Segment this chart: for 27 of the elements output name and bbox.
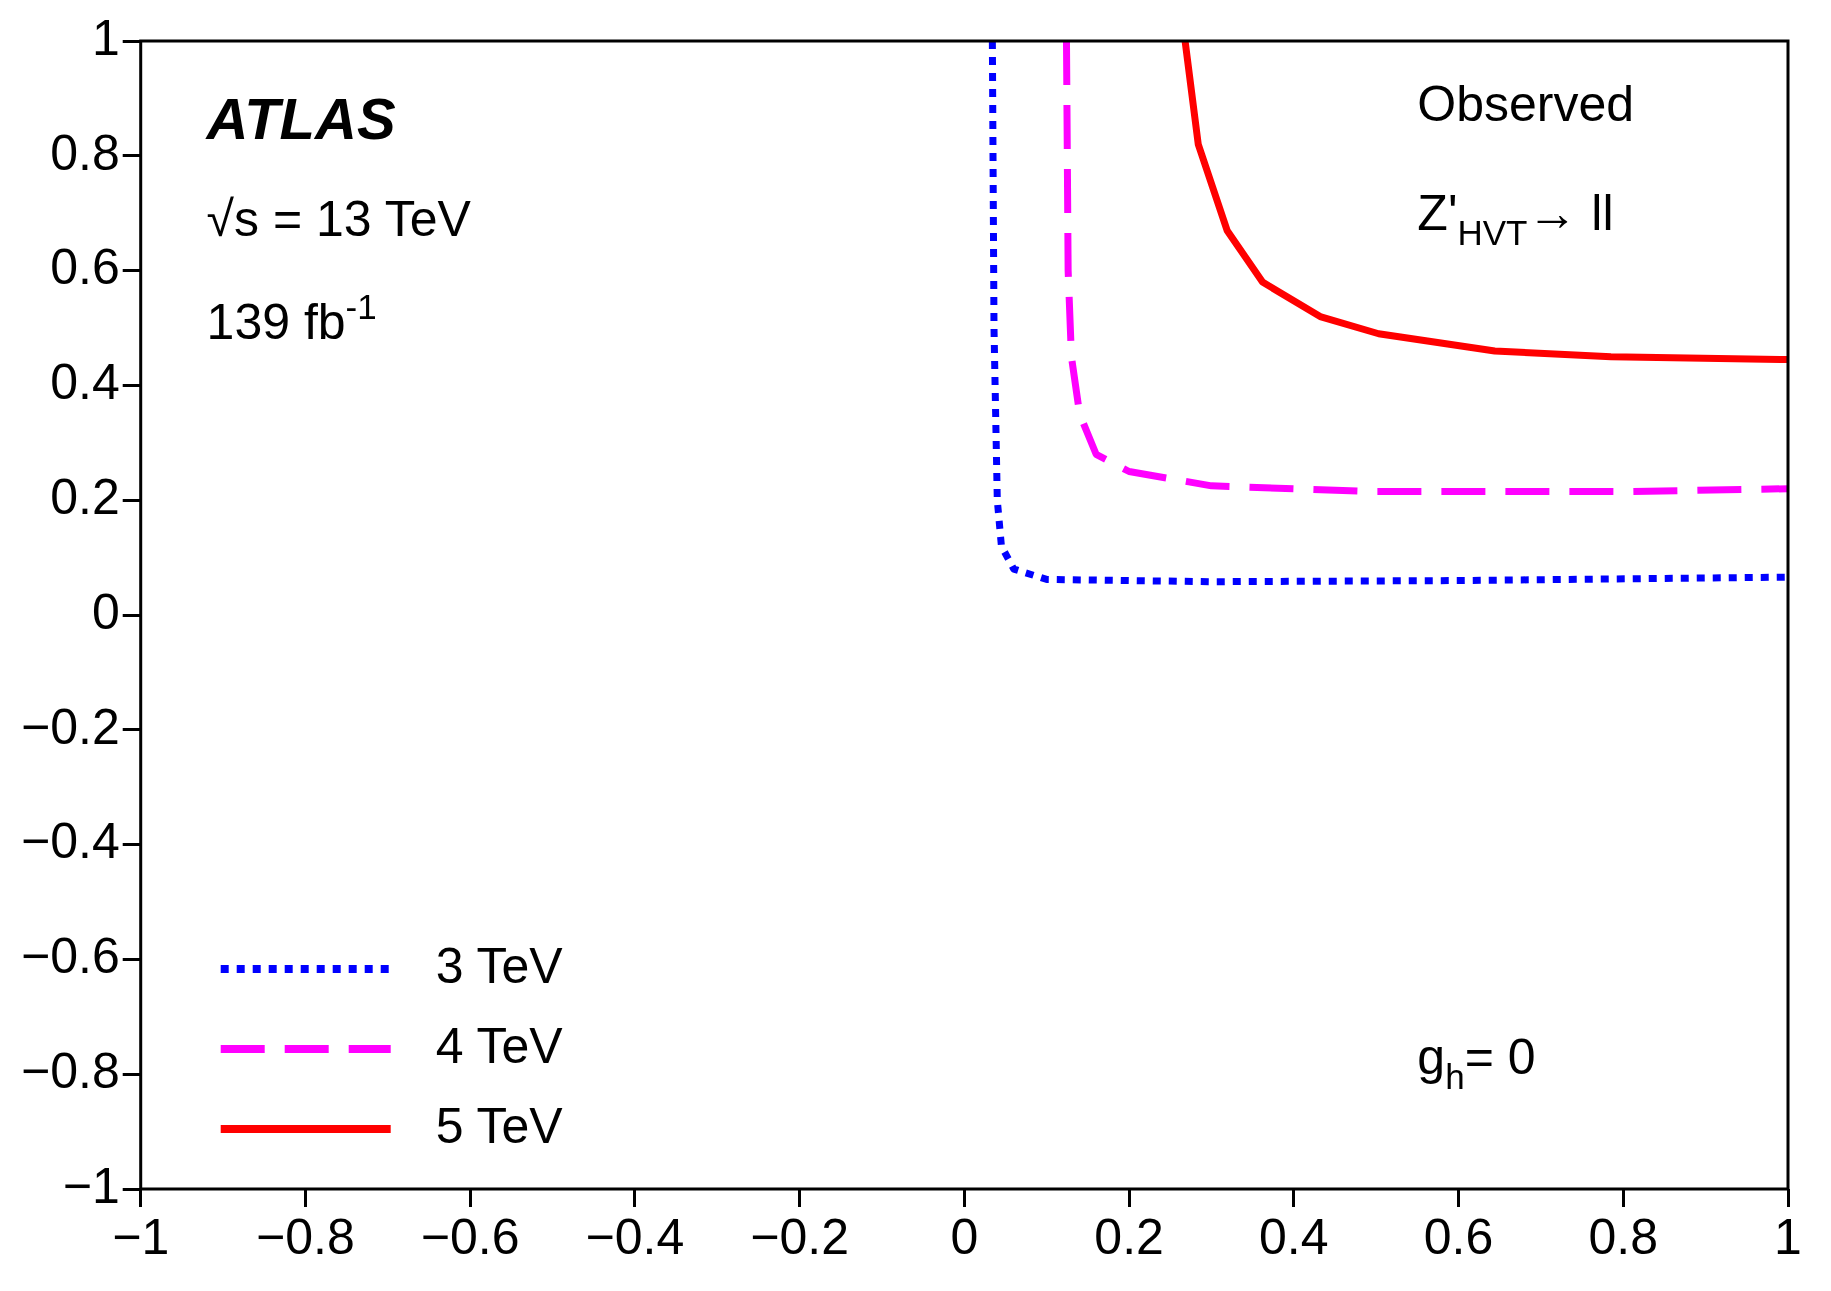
x-tick-label: −0.2 [750,1208,849,1265]
y-tick-label: 0.2 [50,468,120,525]
x-tick-label: 0.8 [1588,1208,1659,1265]
y-tick-label: −1 [62,1157,120,1214]
legend-label: 5 TeV [435,1097,564,1154]
x-tick-label: 1 [1774,1208,1802,1265]
y-tick-label: 0.8 [50,124,120,181]
legend-label: 3 TeV [435,937,564,994]
annotation: Observed [1417,76,1635,133]
annotation: √s = 13 TeV [206,191,472,248]
x-tick-label: 0 [950,1208,979,1265]
annotation: ATLAS [204,85,396,151]
x-tick-label: 0.6 [1423,1208,1494,1265]
y-tick-label: −0.2 [20,698,120,755]
y-tick-label: 0 [91,583,120,640]
x-tick-label: −0.8 [256,1208,355,1265]
y-tick-label: 0.4 [50,354,120,411]
x-tick-label: −0.4 [585,1208,685,1265]
x-tick-label: −0.6 [420,1208,520,1265]
y-tick-label: 1 [91,9,120,66]
x-tick-label: 0.2 [1094,1208,1164,1265]
y-tick-label: −0.8 [20,1042,120,1099]
legend-label: 4 TeV [435,1017,564,1074]
y-tick-label: −0.6 [20,928,120,985]
x-tick-label: 0.4 [1259,1208,1329,1265]
y-tick-label: 0.6 [50,239,120,296]
y-tick-label: −0.4 [20,813,120,870]
